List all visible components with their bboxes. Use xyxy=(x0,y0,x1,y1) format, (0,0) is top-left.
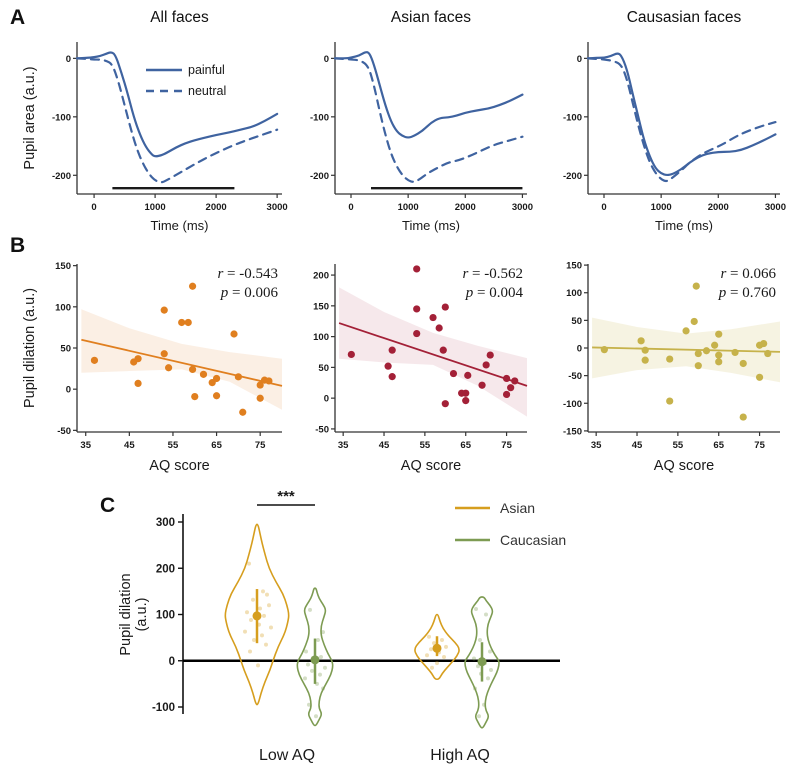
svg-text:Asian: Asian xyxy=(500,500,535,516)
svg-text:All faces: All faces xyxy=(150,9,209,26)
svg-text:50: 50 xyxy=(571,316,582,327)
svg-text:75: 75 xyxy=(754,440,765,451)
svg-text:Time (ms): Time (ms) xyxy=(655,218,713,233)
svg-text:-50: -50 xyxy=(57,426,71,437)
svg-text:-200: -200 xyxy=(52,171,71,182)
svg-text:(a.u.): (a.u.) xyxy=(134,598,150,632)
svg-text:75: 75 xyxy=(501,440,512,451)
svg-text:neutral: neutral xyxy=(188,84,226,98)
panel-c-label: C xyxy=(100,494,116,517)
svg-text:Low AQ: Low AQ xyxy=(259,747,315,764)
svg-text:150: 150 xyxy=(566,261,582,272)
svg-text:300: 300 xyxy=(156,517,175,529)
svg-text:35: 35 xyxy=(591,440,602,451)
svg-text:p = 0.006: p = 0.006 xyxy=(220,285,279,301)
svg-text:High AQ: High AQ xyxy=(430,747,490,764)
svg-text:3000: 3000 xyxy=(512,202,533,213)
svg-text:-50: -50 xyxy=(568,371,582,382)
svg-text:Time (ms): Time (ms) xyxy=(402,218,460,233)
svg-text:Asian faces: Asian faces xyxy=(391,9,471,26)
svg-text:35: 35 xyxy=(338,440,349,451)
svg-text:AQ score: AQ score xyxy=(654,458,714,474)
svg-text:p = 0.760: p = 0.760 xyxy=(718,285,776,301)
violin-plot-panel: -100 0 100 200 300 Pupil dilation (a.u.) *** Asi… xyxy=(118,488,566,764)
svg-text:Pupil dilation: Pupil dilation xyxy=(118,573,134,655)
line-chart-asian-faces: Asian faces 0 -100 -200 0 1000 2000 3000 Time (m… xyxy=(310,9,533,233)
svg-text:Pupil area (a.u.): Pupil area (a.u.) xyxy=(22,66,38,169)
svg-text:0: 0 xyxy=(577,344,582,355)
svg-text:AQ score: AQ score xyxy=(401,458,461,474)
svg-text:r = 0.066: r = 0.066 xyxy=(720,266,776,282)
svg-text:75: 75 xyxy=(255,440,266,451)
svg-text:-150: -150 xyxy=(563,426,582,437)
svg-text:0: 0 xyxy=(601,202,606,213)
svg-text:1000: 1000 xyxy=(651,202,672,213)
svg-text:0: 0 xyxy=(577,54,582,65)
svg-text:0: 0 xyxy=(91,202,96,213)
svg-text:3000: 3000 xyxy=(765,202,786,213)
svg-text:painful: painful xyxy=(188,63,225,77)
svg-text:55: 55 xyxy=(673,440,684,451)
svg-text:55: 55 xyxy=(420,440,431,451)
svg-text:100: 100 xyxy=(313,332,329,343)
svg-text:-100: -100 xyxy=(310,112,329,123)
svg-text:0: 0 xyxy=(324,394,329,405)
svg-text:r = -0.562: r = -0.562 xyxy=(462,266,523,282)
svg-text:2000: 2000 xyxy=(708,202,729,213)
svg-text:150: 150 xyxy=(313,301,329,312)
svg-text:Causasian faces: Causasian faces xyxy=(627,9,742,26)
svg-text:45: 45 xyxy=(124,440,135,451)
svg-text:-100: -100 xyxy=(563,112,582,123)
svg-text:***: *** xyxy=(277,488,295,505)
svg-text:p = 0.004: p = 0.004 xyxy=(465,285,524,301)
svg-text:200: 200 xyxy=(156,563,175,575)
svg-text:45: 45 xyxy=(379,440,390,451)
svg-text:1000: 1000 xyxy=(398,202,419,213)
svg-text:r = -0.543: r = -0.543 xyxy=(217,266,278,282)
svg-text:-200: -200 xyxy=(563,171,582,182)
svg-text:Caucasian: Caucasian xyxy=(500,532,566,548)
svg-text:-100: -100 xyxy=(152,702,175,714)
svg-text:65: 65 xyxy=(460,440,471,451)
svg-text:0: 0 xyxy=(348,202,353,213)
svg-text:50: 50 xyxy=(318,363,329,374)
panel-a-label: A xyxy=(10,6,26,29)
svg-text:100: 100 xyxy=(566,288,582,299)
svg-text:200: 200 xyxy=(313,271,329,282)
svg-text:-50: -50 xyxy=(315,424,329,435)
svg-text:1000: 1000 xyxy=(145,202,166,213)
svg-text:3000: 3000 xyxy=(267,202,288,213)
scatter-all-faces: -50 0 50 100 150 35 45 55 65 75 AQ score Pupil dila… xyxy=(22,261,283,474)
svg-text:Pupil dilation (a.u.): Pupil dilation (a.u.) xyxy=(22,288,38,408)
svg-text:-100: -100 xyxy=(52,112,71,123)
svg-text:100: 100 xyxy=(156,610,175,622)
line-chart-all-faces: All faces 0 -100 -200 0 1000 2000 3000 Time (ms)… xyxy=(22,9,288,233)
panel-b-label: B xyxy=(10,234,26,257)
svg-text:55: 55 xyxy=(168,440,179,451)
svg-text:AQ score: AQ score xyxy=(149,458,209,474)
line-chart-caucasian-faces: Causasian faces 0 -100 -200 0 1000 2000 3000 Tim… xyxy=(563,9,786,233)
svg-text:0: 0 xyxy=(324,54,329,65)
scatter-caucasian-faces: -150 -100 -50 0 50 100 150 35 45 55 65 75 AQ score r … xyxy=(563,261,781,474)
svg-text:35: 35 xyxy=(80,440,91,451)
svg-text:2000: 2000 xyxy=(455,202,476,213)
svg-text:-200: -200 xyxy=(310,171,329,182)
svg-text:0: 0 xyxy=(169,656,175,668)
svg-text:50: 50 xyxy=(60,344,71,355)
svg-text:Time (ms): Time (ms) xyxy=(150,218,208,233)
svg-text:65: 65 xyxy=(211,440,222,451)
svg-text:-100: -100 xyxy=(563,399,582,410)
svg-text:0: 0 xyxy=(66,54,71,65)
svg-text:2000: 2000 xyxy=(206,202,227,213)
svg-text:45: 45 xyxy=(632,440,643,451)
svg-text:100: 100 xyxy=(55,302,71,313)
svg-text:150: 150 xyxy=(55,261,71,272)
svg-text:65: 65 xyxy=(713,440,724,451)
svg-text:0: 0 xyxy=(66,385,71,396)
scatter-asian-faces: -50 0 50 100 150 200 35 45 55 65 75 AQ score r = -0.… xyxy=(313,264,528,474)
